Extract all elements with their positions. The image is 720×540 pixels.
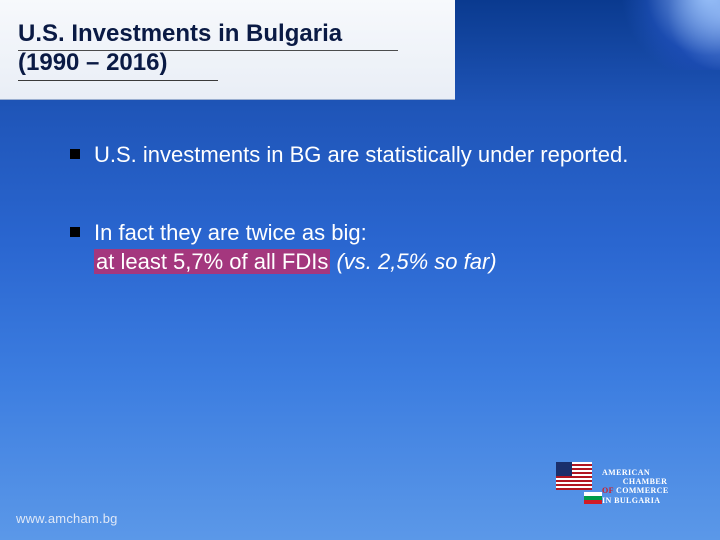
corner-decoration xyxy=(610,0,720,70)
title-underline-top xyxy=(18,50,398,51)
amcham-logo: AMERICAN CHAMBER OF COMMERCE IN BULGARIA xyxy=(542,462,690,522)
footer-url: www.amcham.bg xyxy=(16,511,118,526)
slide-title: U.S. Investments in Bulgaria (1990 – 201… xyxy=(18,20,437,78)
amcham-line4: IN BULGARIA xyxy=(602,496,660,505)
bullet-2-tail: (vs. 2,5% so far) xyxy=(336,249,496,274)
slide: U.S. Investments in Bulgaria (1990 – 201… xyxy=(0,0,720,540)
amcham-commerce: COMMERCE xyxy=(616,486,669,495)
bg-flag-icon xyxy=(584,492,602,504)
us-flag-icon xyxy=(556,462,592,490)
bg-flag-red xyxy=(584,500,602,504)
title-line-2: (1990 – 2016) xyxy=(18,49,167,76)
amcham-line2: CHAMBER xyxy=(602,477,688,486)
title-underline-bottom xyxy=(18,80,218,81)
bullet-1: U.S. investments in BG are statistically… xyxy=(70,140,680,170)
content-area: U.S. investments in BG are statistically… xyxy=(70,140,680,325)
amcham-line1: AMERICAN xyxy=(602,468,650,477)
amcham-of: OF xyxy=(602,486,614,495)
us-flag-canton xyxy=(556,462,572,476)
title-band: U.S. Investments in Bulgaria (1990 – 201… xyxy=(0,0,455,100)
bullet-2: In fact they are twice as big: at least … xyxy=(70,218,680,277)
bullet-2-lead: In fact they are twice as big: xyxy=(94,220,367,245)
title-line-1: U.S. Investments in Bulgaria xyxy=(18,20,342,47)
amcham-text: AMERICAN CHAMBER OF COMMERCE IN BULGARIA xyxy=(602,468,688,505)
bullet-2-highlight: at least 5,7% of all FDIs xyxy=(94,249,330,274)
bullet-1-text: U.S. investments in BG are statistically… xyxy=(94,142,628,167)
